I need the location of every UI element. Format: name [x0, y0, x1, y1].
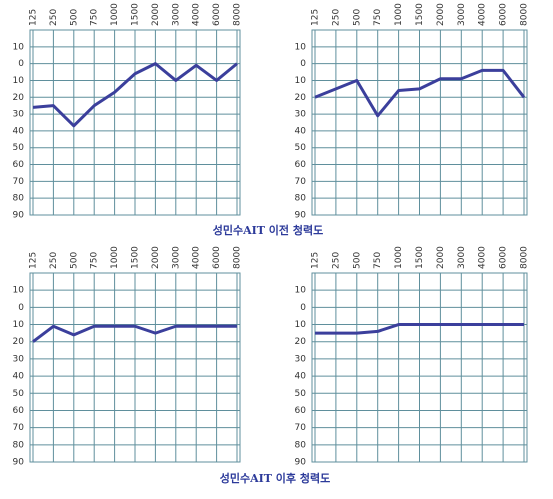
x-tick-label: 4000	[478, 246, 488, 269]
y-tick-label: 20	[295, 337, 307, 347]
hearing-line	[314, 68, 526, 118]
y-tick-label: 0	[300, 303, 306, 313]
y-tick-label: 90	[13, 211, 25, 221]
x-tick-label: 500	[352, 9, 362, 26]
x-tick-label: 250	[331, 9, 341, 26]
x-tick-label: 750	[90, 9, 100, 26]
y-tick-label: 80	[13, 440, 25, 450]
y-tick-label: 30	[295, 110, 307, 120]
y-tick-label: 70	[13, 177, 25, 187]
y-tick-label: 50	[295, 389, 307, 399]
y-tick-label: 10	[295, 42, 307, 52]
x-tick-label: 500	[69, 9, 79, 26]
y-tick-label: 70	[13, 423, 25, 433]
y-tick-label: 30	[13, 354, 25, 364]
y-tick-label: 30	[13, 110, 25, 120]
y-tick-label: 0	[18, 303, 24, 313]
y-tick-label: 40	[13, 126, 25, 136]
y-tick-label: 20	[13, 93, 25, 103]
x-tick-label: 500	[352, 252, 362, 269]
x-tick-label: 4000	[192, 246, 202, 269]
y-tick-label: 60	[13, 160, 25, 170]
x-tick-label: 6000	[212, 3, 222, 26]
x-tick-label: 125	[29, 252, 39, 269]
x-tick-label: 750	[373, 252, 383, 269]
x-tick-label: 1000	[110, 3, 120, 26]
y-tick-label: 50	[13, 389, 25, 399]
x-tick-label: 8000	[520, 246, 530, 269]
x-tick-label: 3000	[457, 246, 467, 269]
x-tick-label: 250	[49, 9, 59, 26]
x-tick-label: 3000	[457, 3, 467, 26]
x-tick-label: 6000	[499, 246, 509, 269]
y-tick-label: 0	[300, 59, 306, 69]
x-tick-label: 750	[373, 9, 383, 26]
y-tick-label: 90	[295, 211, 307, 221]
y-tick-label: 20	[295, 93, 307, 103]
x-tick-label: 2000	[151, 246, 161, 269]
y-tick-label: 50	[295, 143, 307, 153]
x-tick-label: 1500	[415, 246, 425, 269]
y-tick-label: 70	[295, 423, 307, 433]
x-tick-label: 1000	[110, 246, 120, 269]
y-tick-label: 10	[13, 76, 25, 86]
y-tick-label: 10	[13, 42, 25, 52]
y-tick-label: 10	[295, 76, 307, 86]
x-tick-label: 4000	[478, 3, 488, 26]
x-tick-label: 125	[29, 9, 39, 26]
hearing-line	[315, 323, 524, 335]
y-tick-label: 10	[295, 320, 307, 330]
y-tick-label: 60	[295, 406, 307, 416]
x-tick-label: 1500	[131, 3, 141, 26]
hearing-line	[32, 62, 238, 128]
x-tick-label: 1000	[394, 3, 404, 26]
x-tick-label: 1000	[394, 246, 404, 269]
y-tick-label: 90	[13, 458, 25, 468]
x-tick-label: 2000	[436, 3, 446, 26]
y-tick-label: 70	[295, 177, 307, 187]
x-tick-label: 250	[49, 252, 59, 269]
caption: 성민수AIT 이후 청력도	[220, 471, 330, 485]
y-tick-label: 50	[13, 143, 25, 153]
y-tick-label: 80	[295, 440, 307, 450]
y-tick-label: 10	[13, 320, 25, 330]
y-tick-label: 60	[13, 406, 25, 416]
y-tick-label: 80	[295, 194, 307, 204]
y-tick-label: 90	[295, 458, 307, 468]
x-tick-label: 8000	[520, 3, 530, 26]
y-tick-label: 40	[295, 372, 307, 382]
x-tick-label: 2000	[151, 3, 161, 26]
x-tick-label: 750	[90, 252, 100, 269]
x-tick-label: 2000	[436, 246, 446, 269]
y-tick-label: 40	[13, 372, 25, 382]
x-tick-label: 4000	[192, 3, 202, 26]
x-tick-label: 1500	[415, 3, 425, 26]
x-tick-label: 3000	[171, 3, 181, 26]
y-tick-label: 60	[295, 160, 307, 170]
x-tick-label: 8000	[233, 246, 243, 269]
y-tick-label: 30	[295, 354, 307, 364]
caption: 성민수AIT 이전 청력도	[213, 223, 323, 237]
y-tick-label: 40	[295, 126, 307, 136]
x-tick-label: 8000	[233, 3, 243, 26]
y-tick-label: 20	[13, 337, 25, 347]
hearing-line	[32, 324, 237, 343]
x-tick-label: 500	[69, 252, 79, 269]
y-tick-label: 0	[18, 59, 24, 69]
x-tick-label: 125	[311, 9, 321, 26]
x-tick-label: 125	[311, 252, 321, 269]
y-tick-label: 80	[13, 194, 25, 204]
y-tick-label: 10	[295, 286, 307, 296]
y-tick-label: 10	[13, 286, 25, 296]
x-tick-label: 250	[331, 252, 341, 269]
x-tick-label: 3000	[171, 246, 181, 269]
x-tick-label: 6000	[212, 246, 222, 269]
x-tick-label: 6000	[499, 3, 509, 26]
x-tick-label: 1500	[131, 246, 141, 269]
